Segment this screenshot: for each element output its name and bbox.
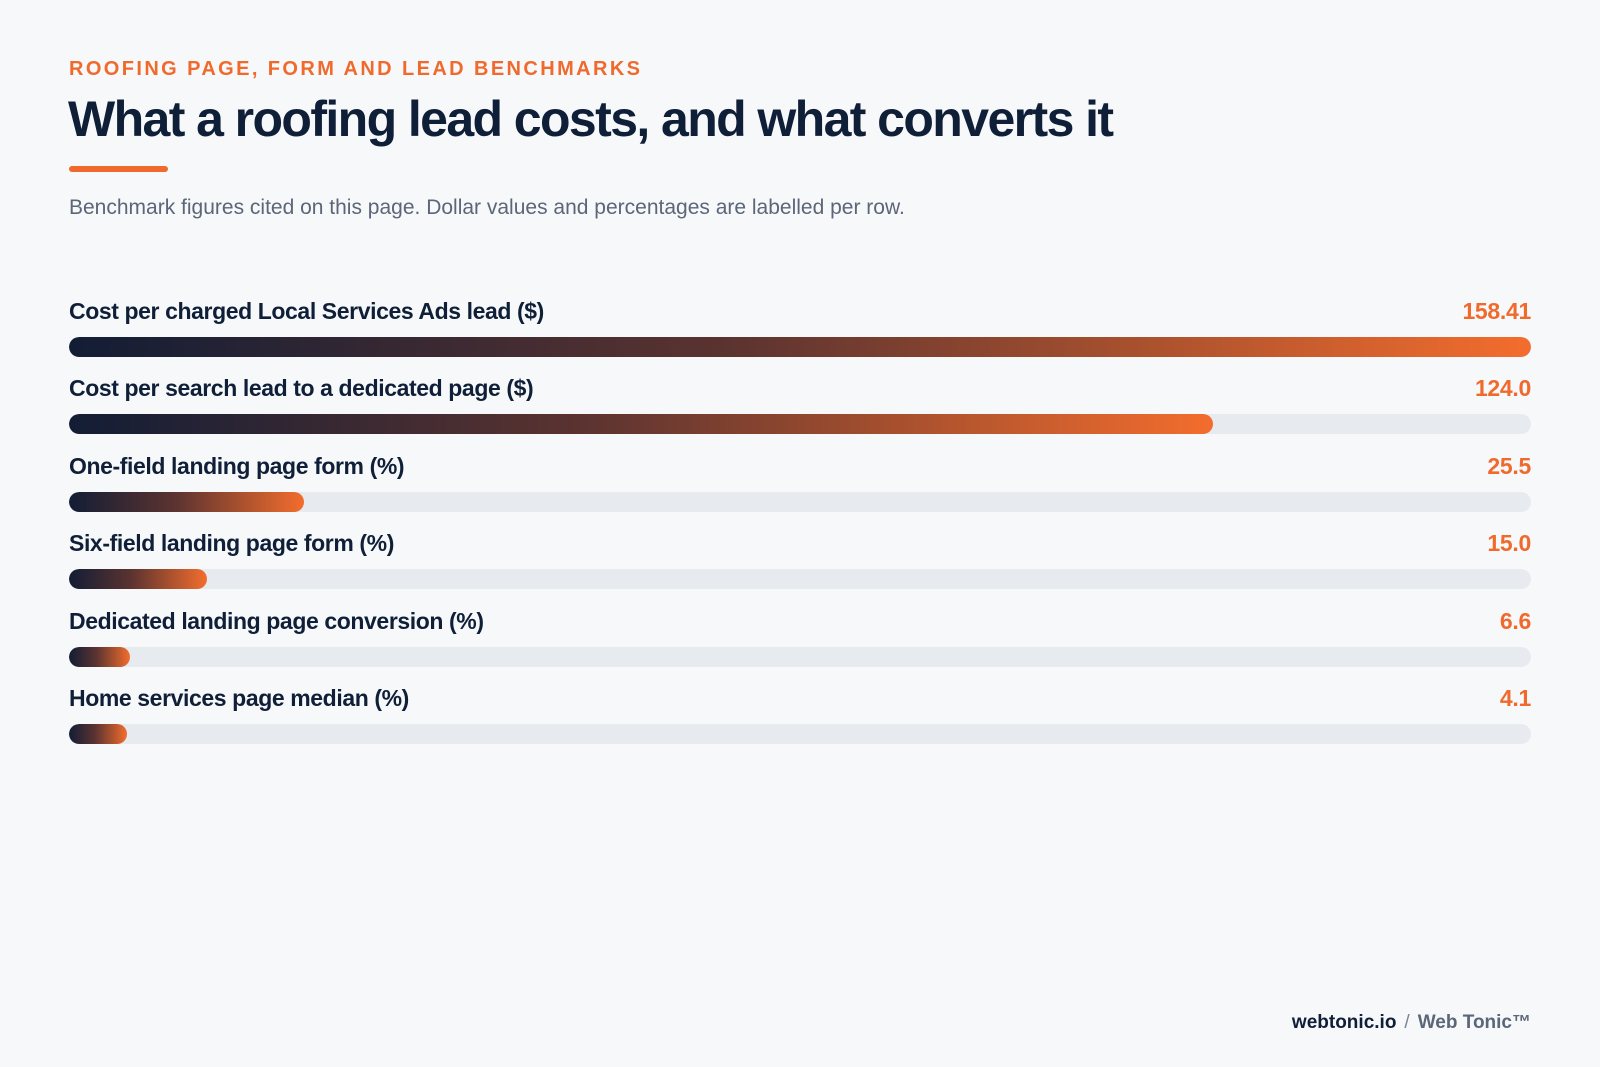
bar	[69, 491, 305, 512]
bar-value-label: 124.0	[1474, 375, 1531, 402]
bar-track	[69, 414, 1531, 435]
bar-label: Dedicated landing page conversion (%)	[69, 607, 484, 634]
bar-track	[69, 337, 1531, 357]
bar-label: Cost per charged Local Services Ads lead…	[69, 298, 544, 324]
bar-track	[69, 646, 1531, 667]
bar	[69, 723, 128, 744]
bar-chart: Cost per charged Local Services Ads lead…	[69, 296, 1531, 760]
bar-value-label: 4.1	[1499, 684, 1531, 711]
bar-track	[69, 723, 1531, 744]
bar-row: Dedicated landing page conversion (%) 6.6	[69, 606, 1531, 683]
bar-row: One-field landing page form (%) 25.5	[69, 451, 1531, 528]
bar-label: Cost per search lead to a dedicated page…	[69, 375, 534, 402]
bar-row: Cost per search lead to a dedicated page…	[69, 373, 1531, 450]
bar-label: Six-field landing page form (%)	[69, 530, 394, 557]
bar-row: Six-field landing page form (%) 15.0	[69, 528, 1531, 605]
footer-credit: webtonic.io / Web Tonic™	[1292, 1012, 1531, 1034]
footer-separator: /	[1404, 1012, 1410, 1033]
bar	[69, 646, 130, 667]
title-accent-rule	[69, 166, 168, 172]
bar	[69, 337, 1531, 357]
bar-label: Home services page median (%)	[69, 684, 409, 711]
bar-row: Home services page median (%) 4.1	[69, 683, 1531, 760]
footer-domain: webtonic.io	[1291, 1012, 1397, 1033]
bar-value-label: 6.6	[1499, 607, 1531, 634]
footer-brand: Web Tonic™	[1417, 1012, 1531, 1033]
bar-value-label: 158.41	[1462, 298, 1531, 324]
bar-value-label: 15.0	[1487, 530, 1531, 557]
bar-label: One-field landing page form (%)	[69, 452, 405, 479]
bar	[69, 414, 1214, 435]
chart-title: What a roofing lead costs, and what conv…	[68, 91, 1114, 147]
bar-value-label: 25.5	[1487, 452, 1531, 479]
bar-row: Cost per charged Local Services Ads lead…	[69, 296, 1531, 373]
chart-kicker: ROOFING PAGE, FORM AND LEAD BENCHMARKS	[69, 58, 643, 80]
chart-subtitle: Benchmark figures cited on this page. Do…	[69, 196, 905, 219]
bar	[69, 569, 208, 590]
bar-track	[69, 569, 1531, 590]
bar-track	[69, 491, 1531, 512]
